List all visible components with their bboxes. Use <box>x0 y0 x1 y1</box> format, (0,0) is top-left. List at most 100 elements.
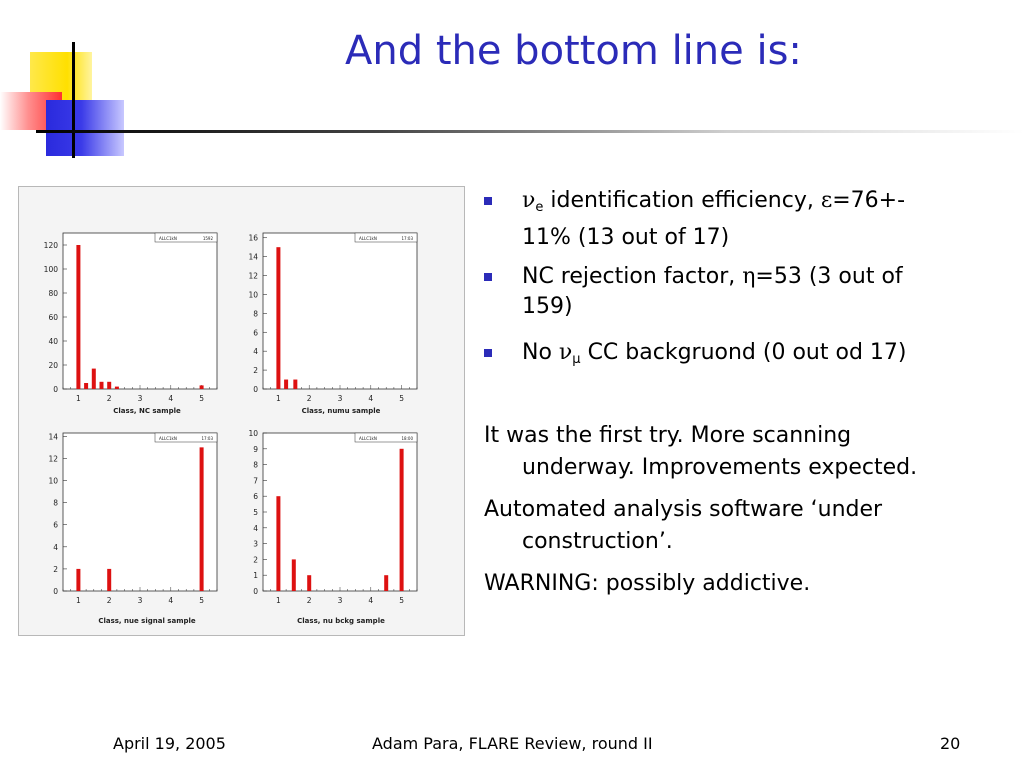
plot-frame <box>263 233 417 389</box>
x-axis-label: Class, nue signal sample <box>98 617 196 625</box>
histogram-bar <box>84 383 88 389</box>
histogram-bar <box>292 559 296 591</box>
histogram-bar <box>115 387 119 389</box>
x-tick-label: 2 <box>107 394 112 403</box>
bullet-text: NC rejection factor, <box>522 264 742 289</box>
stats-label: ALLC1kN <box>159 236 177 241</box>
y-tick-label: 0 <box>253 385 258 394</box>
paragraph: WARNING: possibly addictive. <box>484 568 1004 600</box>
plot-frame <box>63 433 217 591</box>
subscript: μ <box>572 352 580 367</box>
x-tick-label: 5 <box>199 394 204 403</box>
paragraph-line: underway. Improvements expected. <box>484 452 1004 484</box>
nu-symbol: ν <box>522 188 535 213</box>
x-tick-label: 1 <box>276 596 281 605</box>
histogram-bar <box>384 575 388 591</box>
title-underline <box>36 130 1024 133</box>
histogram-bar <box>276 496 280 591</box>
x-axis-label: Class, NC sample <box>113 407 181 415</box>
histogram-bar <box>107 569 111 591</box>
x-tick-label: 5 <box>399 596 404 605</box>
stats-value: 1592 <box>203 236 214 241</box>
paragraph-line: construction’. <box>484 526 1004 558</box>
plot-frame <box>263 433 417 591</box>
y-tick-label: 12 <box>48 454 58 463</box>
y-tick-label: 5 <box>253 508 258 517</box>
page-number: 20 <box>940 734 960 753</box>
y-tick-label: 9 <box>253 445 258 454</box>
x-tick-label: 5 <box>199 596 204 605</box>
y-tick-label: 20 <box>48 361 58 370</box>
histogram-bar <box>276 247 280 389</box>
y-tick-label: 7 <box>253 476 258 485</box>
y-tick-label: 2 <box>53 565 58 574</box>
y-tick-label: 8 <box>253 309 258 318</box>
eta-symbol: η <box>742 264 755 289</box>
bullet-text-line2: 11% (13 out of 17) <box>522 225 729 250</box>
histogram-bar <box>400 449 404 591</box>
histogram-bar <box>92 369 96 389</box>
paragraph-line: Automated analysis software ‘under <box>484 494 1004 526</box>
y-tick-label: 4 <box>253 524 258 533</box>
footer-author: Adam Para, FLARE Review, round II <box>372 734 653 753</box>
histogram-bar <box>307 575 311 591</box>
bullet-text: =53 (3 out of <box>755 264 902 289</box>
stats-label: ALLC1kN <box>359 236 377 241</box>
y-tick-label: 1 <box>253 571 258 580</box>
stats-value: 18:00 <box>401 436 413 441</box>
y-tick-label: 10 <box>248 290 258 299</box>
decor-vertical-line <box>72 42 75 158</box>
bullet-square-icon <box>484 349 492 357</box>
y-tick-label: 40 <box>48 337 58 346</box>
x-tick-label: 2 <box>107 596 112 605</box>
y-tick-label: 12 <box>248 272 258 281</box>
histogram-figure: ALLC1kN 1592 0 20 40 60 80 100 120 1 2 3 4 5 Class, NC… <box>18 186 465 636</box>
x-tick-label: 4 <box>168 596 173 605</box>
footer-date: April 19, 2005 <box>113 734 226 753</box>
bullet-text: =76+- <box>832 188 905 213</box>
bullet-text: CC backgruond (0 out od 17) <box>581 340 907 365</box>
stats-label: ALLC1kN <box>359 436 377 441</box>
bullet-square-icon <box>484 273 492 281</box>
y-tick-label: 3 <box>253 540 258 549</box>
x-axis-label: Class, numu sample <box>302 407 381 415</box>
y-tick-label: 100 <box>44 265 59 274</box>
x-tick-label: 5 <box>399 394 404 403</box>
y-tick-label: 14 <box>48 432 58 441</box>
bullet-text: No <box>522 340 559 365</box>
histogram-bar <box>200 385 204 389</box>
y-tick-label: 0 <box>253 587 258 596</box>
y-tick-label: 8 <box>53 499 58 508</box>
histogram-bar <box>293 380 297 389</box>
x-axis-label: Class, nu bckg sample <box>297 617 385 625</box>
y-tick-label: 80 <box>48 289 58 298</box>
x-tick-label: 4 <box>368 596 373 605</box>
stats-value: 17:03 <box>401 236 413 241</box>
paragraph-line: It was the first try. More scanning <box>484 420 1004 452</box>
y-tick-label: 6 <box>53 521 58 530</box>
x-tick-label: 3 <box>138 596 143 605</box>
y-tick-label: 0 <box>53 385 58 394</box>
x-tick-label: 1 <box>276 394 281 403</box>
histogram-bar <box>284 380 288 389</box>
x-tick-label: 3 <box>338 596 343 605</box>
x-tick-label: 2 <box>307 394 312 403</box>
y-tick-label: 10 <box>248 429 258 438</box>
histogram-bar <box>76 245 80 389</box>
y-tick-label: 6 <box>253 328 258 337</box>
histogram-bar <box>100 382 104 389</box>
bullet-text: identification efficiency, <box>543 188 820 213</box>
bullet-square-icon <box>484 197 492 205</box>
x-tick-label: 4 <box>168 394 173 403</box>
slide-title: And the bottom line is: <box>345 28 802 74</box>
stats-label: ALLC1kN <box>159 436 177 441</box>
y-tick-label: 0 <box>53 587 58 596</box>
y-tick-label: 60 <box>48 313 58 322</box>
nu-symbol: ν <box>559 340 572 365</box>
x-tick-label: 1 <box>76 596 81 605</box>
x-tick-label: 2 <box>307 596 312 605</box>
histogram-bar <box>107 382 111 389</box>
y-tick-label: 120 <box>44 241 59 250</box>
x-tick-label: 1 <box>76 394 81 403</box>
